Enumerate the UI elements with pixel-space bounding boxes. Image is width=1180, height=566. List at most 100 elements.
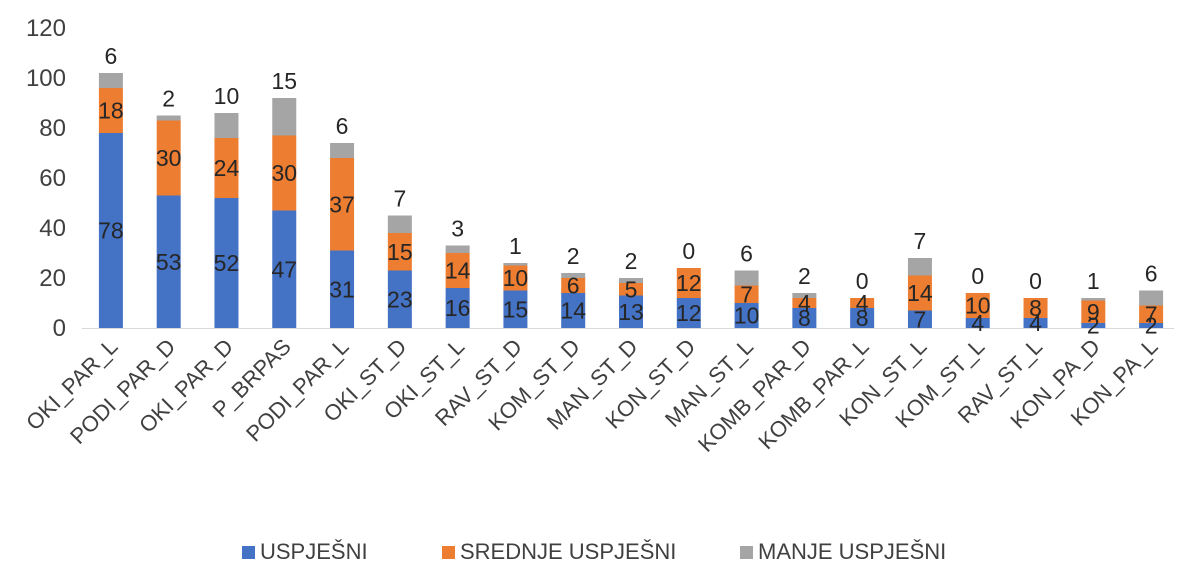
- bar-segment-uspjesni: [676, 298, 701, 328]
- legend: USPJEŠNI SREDNJE USPJEŠNI MANJE USPJEŠNI: [242, 539, 946, 564]
- y-axis: 0 20 40 60 80 100 120: [26, 15, 66, 342]
- bar-segment-srednje-uspjesni: [676, 268, 701, 298]
- bar-segment-uspjesni: [387, 270, 412, 328]
- bar-segment-srednje-uspjesni: [561, 278, 586, 293]
- bar-segment-srednje-uspjesni: [503, 265, 528, 291]
- bar-segment-manje-uspjesni: [792, 293, 817, 298]
- bar-segment-srednje-uspjesni: [850, 298, 875, 308]
- data-label: 78: [98, 218, 124, 244]
- data-label: 6: [567, 273, 580, 299]
- bar-segment-srednje-uspjesni: [907, 275, 932, 311]
- data-label: 15: [271, 68, 297, 94]
- data-label: 7: [1145, 301, 1158, 327]
- data-label: 8: [798, 305, 811, 331]
- y-tick-label: 20: [39, 265, 66, 292]
- data-label: 7: [914, 228, 927, 254]
- bar-segment-manje-uspjesni: [907, 258, 932, 276]
- bar-segment-srednje-uspjesni: [1023, 298, 1048, 318]
- data-label: 2: [625, 248, 638, 274]
- data-label: 0: [971, 263, 984, 289]
- data-label: 16: [445, 295, 471, 321]
- data-label: 0: [1029, 268, 1042, 294]
- bar-segment-uspjesni: [792, 308, 817, 328]
- legend-swatch: [442, 546, 455, 559]
- bar-segment-uspjesni: [503, 290, 528, 328]
- bar-segment-manje-uspjesni: [330, 143, 355, 158]
- data-label: 4: [971, 310, 984, 336]
- bar-segment-uspjesni: [98, 133, 123, 328]
- data-label: 37: [329, 191, 355, 217]
- bar-segment-srednje-uspjesni: [330, 158, 355, 251]
- legend-swatch: [740, 546, 753, 559]
- data-label: 14: [560, 298, 586, 324]
- bar-segment-srednje-uspjesni: [445, 253, 470, 288]
- bar-segment-srednje-uspjesni: [792, 298, 817, 308]
- legend-label: USPJEŠNI: [260, 539, 368, 564]
- bar-segment-uspjesni: [330, 250, 355, 328]
- data-label: 23: [387, 286, 413, 312]
- data-label: 10: [214, 83, 240, 109]
- data-label: 7: [393, 186, 406, 212]
- data-label: 12: [676, 270, 702, 296]
- data-label: 1: [509, 233, 522, 259]
- data-label: 47: [271, 256, 297, 282]
- data-label: 10: [503, 265, 529, 291]
- data-label: 6: [740, 241, 753, 267]
- y-tick-label: 0: [53, 315, 66, 342]
- data-label: 24: [214, 155, 240, 181]
- bar-segment-manje-uspjesni: [1081, 298, 1106, 301]
- data-label: 4: [1029, 310, 1042, 336]
- bar-segment-srednje-uspjesni: [387, 233, 412, 271]
- data-label: 0: [682, 238, 695, 264]
- y-tick-label: 80: [39, 115, 66, 142]
- bar-segment-manje-uspjesni: [503, 263, 528, 266]
- bar-segment-manje-uspjesni: [98, 73, 123, 88]
- data-label: 14: [445, 258, 471, 284]
- data-label: 5: [625, 276, 638, 302]
- data-label: 1: [1087, 268, 1100, 294]
- data-label: 10: [965, 293, 991, 319]
- y-tick-label: 60: [39, 165, 66, 192]
- bar-segment-uspjesni: [445, 288, 470, 328]
- data-label: 30: [156, 145, 182, 171]
- legend-label: SREDNJE USPJEŠNI: [460, 539, 676, 564]
- bar-segment-srednje-uspjesni: [965, 293, 990, 318]
- data-label: 13: [618, 299, 644, 325]
- bar-segment-manje-uspjesni: [387, 215, 412, 233]
- data-labels: 7818653302522410473015313762315716143151…: [98, 43, 1157, 339]
- bar-segment-uspjesni: [850, 308, 875, 328]
- data-label: 8: [856, 305, 869, 331]
- bar-segment-srednje-uspjesni: [1139, 305, 1164, 323]
- bar-segment-uspjesni: [156, 195, 181, 328]
- data-label: 0: [856, 268, 869, 294]
- data-label: 3: [451, 216, 464, 242]
- bar-segment-manje-uspjesni: [214, 113, 239, 138]
- bar-segment-manje-uspjesni: [734, 270, 759, 286]
- bars: [98, 73, 1164, 328]
- data-label: 15: [503, 296, 529, 322]
- bar-segment-srednje-uspjesni: [272, 135, 297, 211]
- bar-segment-uspjesni: [214, 198, 239, 328]
- x-axis: OKI_PAR_LPODI_PAR_DOKI_PAR_DP_BRPASPODI_…: [21, 328, 1174, 457]
- bar-segment-manje-uspjesni: [619, 278, 643, 283]
- data-label: 15: [387, 239, 413, 265]
- data-label: 4: [798, 290, 811, 316]
- bar-segment-uspjesni: [1023, 318, 1048, 328]
- bar-segment-srednje-uspjesni: [214, 138, 239, 198]
- bar-segment-srednje-uspjesni: [98, 88, 123, 133]
- bar-segment-uspjesni: [619, 295, 643, 328]
- data-label: 6: [104, 43, 117, 69]
- legend-label: MANJE USPJEŠNI: [758, 539, 946, 564]
- bar-segment-uspjesni: [561, 293, 586, 328]
- data-label: 7: [740, 281, 753, 307]
- data-label: 10: [734, 303, 760, 329]
- bar-segment-srednje-uspjesni: [1081, 300, 1106, 323]
- data-label: 6: [336, 113, 349, 139]
- data-label: 7: [914, 306, 927, 332]
- data-label: 4: [856, 290, 869, 316]
- data-label: 18: [98, 98, 124, 124]
- data-label: 30: [271, 160, 297, 186]
- bar-segment-uspjesni: [1139, 323, 1164, 328]
- bar-segment-uspjesni: [1081, 323, 1106, 328]
- data-label: 2: [1087, 313, 1100, 339]
